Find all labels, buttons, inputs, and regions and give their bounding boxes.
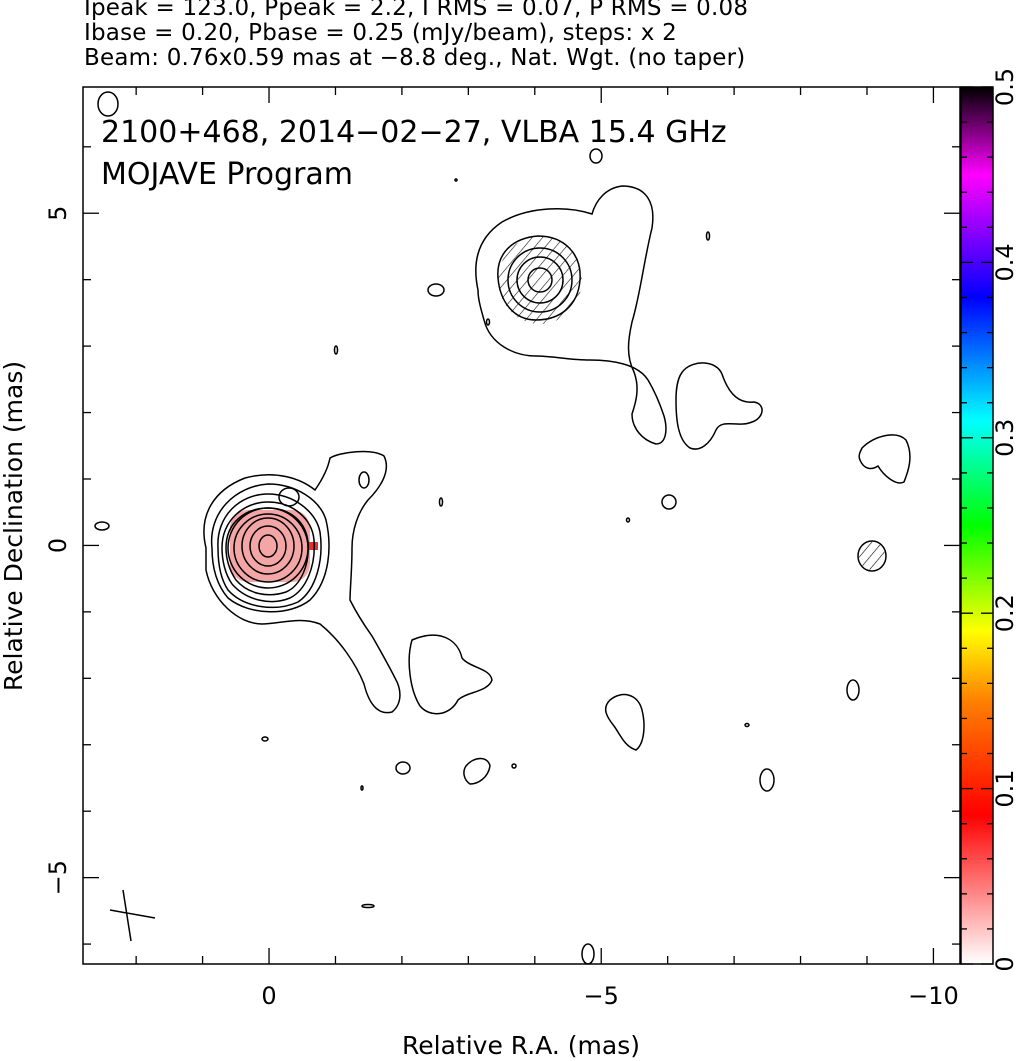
- contour-core-l2: [210, 483, 330, 613]
- axis-ticks: [83, 87, 960, 964]
- contour-core-outer: [203, 450, 401, 714]
- speck: [438, 497, 444, 507]
- speck: [454, 178, 458, 182]
- contour-blob-s3: [463, 757, 491, 785]
- speck: [360, 785, 364, 791]
- colorbar-tick-label: 0.4: [991, 243, 1019, 281]
- contour-blob-s4: [395, 761, 411, 775]
- north-polarization-vectors: [498, 236, 582, 324]
- x-tick-label: −5: [584, 982, 619, 1010]
- contour-core-l4: [221, 501, 315, 603]
- beam-marker: [109, 889, 156, 942]
- contour-core-l6: [227, 507, 309, 589]
- contour-core-l8: [241, 517, 295, 575]
- plot-frame: [82, 86, 961, 965]
- contour-blob-e1: [858, 434, 911, 484]
- y-tick-label: −5: [44, 860, 72, 895]
- contour-core-l7: [233, 513, 303, 583]
- speck: [261, 736, 269, 742]
- speck: [705, 231, 711, 241]
- contour-north-outer: [475, 185, 667, 445]
- core-polarization-edge: [308, 542, 318, 550]
- colorbar: [961, 87, 993, 964]
- colorbar-ticks: 0 0.1 0.2 0.3 0.4 0.5: [961, 68, 1019, 972]
- contour-blob-w1: [94, 521, 110, 531]
- colorbar-tick-label: 0.5: [991, 68, 1019, 106]
- annotation-source: 2100+468, 2014−02−27, VLBA 15.4 GHz: [101, 115, 727, 150]
- colorbar-tick-label: 0.3: [991, 419, 1019, 457]
- contour-blob-s5: [581, 943, 595, 964]
- y-tick-label: 5: [44, 206, 72, 221]
- annotation-program: MOJAVE Program: [101, 157, 353, 192]
- contour-blob-n3: [97, 91, 119, 117]
- colorbar-tick-label: 0: [991, 956, 1019, 971]
- colorbar-tick-label: 0.2: [991, 594, 1019, 632]
- y-tick-label: 0: [44, 538, 72, 553]
- plot-content: [94, 91, 911, 964]
- contour-blob-s1: [408, 634, 493, 715]
- contour-core-l3: [217, 493, 322, 609]
- speck: [625, 517, 631, 523]
- y-axis-label: Relative Declination (mas): [0, 361, 28, 691]
- contour-blob-n2: [589, 148, 603, 164]
- header-line-3: Beam: 0.76x0.59 mas at −8.8 deg., Nat. W…: [84, 45, 746, 71]
- speck: [485, 318, 491, 326]
- contour-blob-s2: [604, 693, 645, 751]
- east-polarization-vectors: [859, 542, 885, 570]
- speck: [511, 763, 517, 769]
- contour-core-l9: [249, 525, 287, 567]
- colorbar-frame: [960, 86, 994, 965]
- tick-labels: 0 −5 −10 5 0 −5: [44, 206, 959, 1010]
- x-tick-label: 0: [261, 982, 276, 1010]
- colorbar-tick-label: 0.1: [991, 770, 1019, 808]
- contours: [94, 91, 911, 964]
- header-line-1: Ipeak = 123.0, Ppeak = 2.2, I RMS = 0.07…: [84, 0, 749, 21]
- contour-blob-e3: [846, 679, 860, 701]
- contour-blob-ne1: [675, 362, 763, 450]
- contour-blob-n1: [427, 283, 445, 297]
- contour-blob-e4: [759, 768, 775, 792]
- core-polarization-fill: [230, 510, 310, 582]
- x-axis-label: Relative R.A. (mas): [402, 1031, 640, 1060]
- speck: [333, 345, 339, 355]
- speck: [361, 903, 375, 909]
- x-tick-label: −10: [908, 982, 959, 1010]
- speck: [744, 722, 750, 728]
- contour-blob-c2: [358, 471, 370, 489]
- contour-blob-c1: [661, 494, 677, 510]
- contour-blob-e2: [857, 540, 887, 572]
- header-line-2: Ibase = 0.20, Pbase = 0.25 (mJy/beam), s…: [84, 20, 677, 46]
- contour-core-l10: [258, 534, 278, 558]
- contour-core-knot: [278, 487, 300, 507]
